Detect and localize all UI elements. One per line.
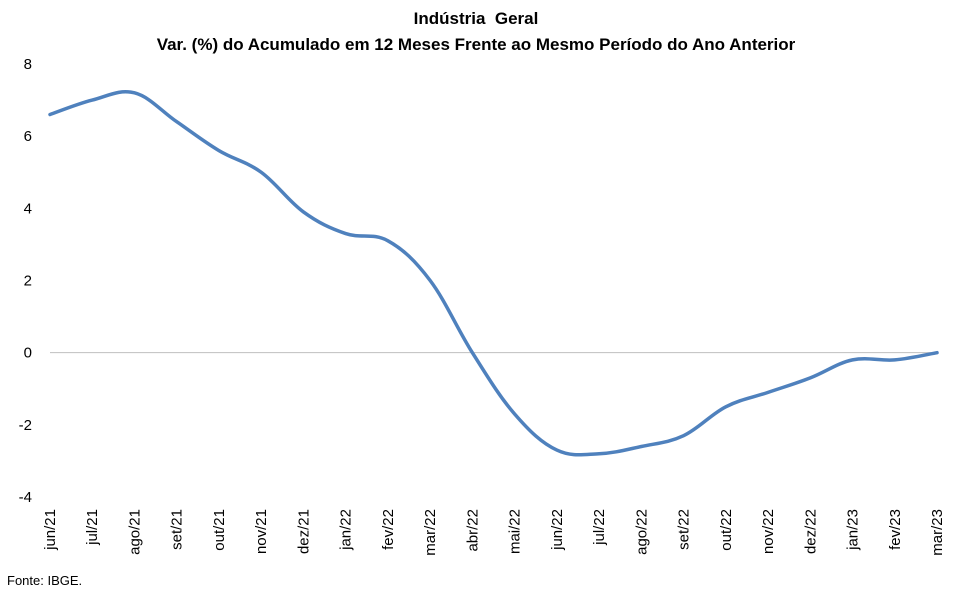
y-tick-label: -4 (19, 489, 32, 506)
x-tick-label: mar/22 (422, 509, 439, 556)
x-tick-label: out/22 (718, 509, 735, 551)
x-tick-label: nov/21 (253, 509, 270, 554)
x-tick-label: jun/21 (42, 509, 59, 551)
chart-subtitle: Var. (%) do Acumulado em 12 Meses Frente… (157, 35, 796, 54)
y-axis: -4 -2 0 2 4 6 8 (19, 56, 32, 506)
series-group (48, 90, 939, 457)
y-tick-label: 4 (24, 200, 32, 217)
x-tick-label: nov/22 (760, 509, 777, 554)
x-axis: jun/21 jul/21 ago/21 set/21 out/21 nov/21 dez/… (42, 509, 946, 556)
y-tick-label: 8 (24, 56, 32, 73)
x-tick-label: mar/23 (929, 509, 946, 556)
x-tick-label: set/22 (676, 509, 693, 550)
x-tick-label: jul/21 (84, 509, 101, 546)
x-tick-label: jan/22 (338, 509, 355, 551)
y-tick-label: 2 (24, 273, 32, 290)
x-tick-label: jun/22 (549, 509, 566, 551)
source-note: Fonte: IBGE. (7, 573, 83, 588)
x-tick-label: fev/22 (380, 509, 397, 550)
x-tick-label: out/21 (211, 509, 228, 551)
x-tick-label: set/21 (169, 509, 186, 550)
x-tick-label: ago/22 (633, 509, 650, 555)
x-tick-label: ago/21 (126, 509, 143, 555)
y-tick-label: -2 (19, 417, 32, 434)
y-tick-label: 6 (24, 128, 32, 145)
chart-title: Indústria Geral (414, 9, 539, 28)
x-tick-label: jan/23 (845, 509, 862, 551)
y-tick-label: 0 (24, 345, 32, 362)
x-tick-label: jul/22 (591, 509, 608, 546)
x-tick-label: dez/21 (295, 509, 312, 554)
x-tick-label: mai/22 (507, 509, 524, 554)
series-line (48, 90, 939, 457)
x-tick-label: abr/22 (464, 509, 481, 552)
x-tick-label: dez/22 (802, 509, 819, 554)
x-tick-label: fev/23 (887, 509, 904, 550)
